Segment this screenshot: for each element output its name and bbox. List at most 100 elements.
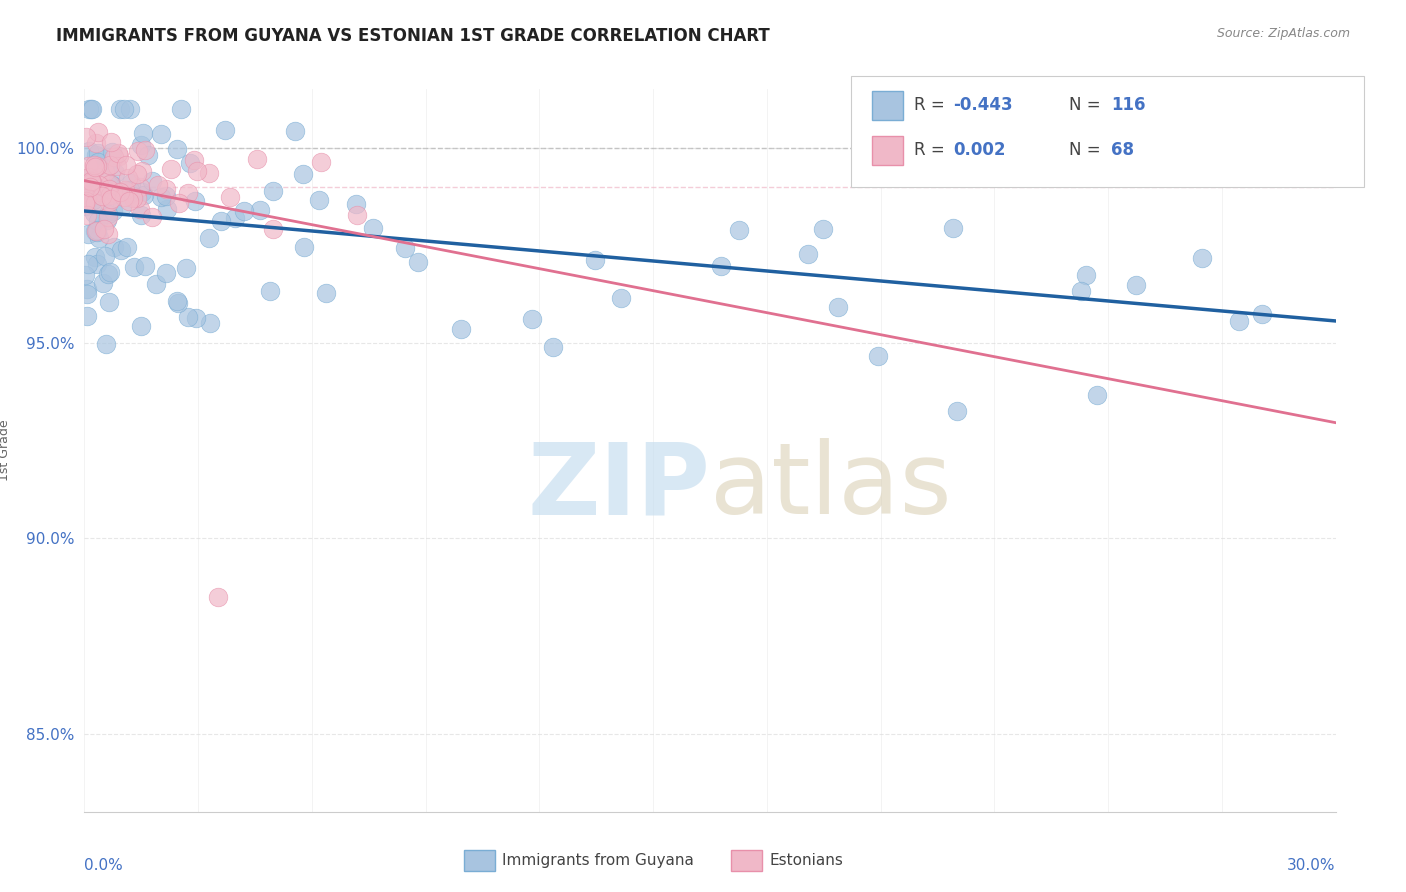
Point — [284, 124, 307, 138]
Point — [1125, 278, 1147, 293]
Point — [127, 167, 149, 181]
Point — [141, 174, 163, 188]
Point — [1070, 284, 1092, 298]
Point — [111, 199, 134, 213]
Point — [291, 167, 314, 181]
Point — [128, 180, 150, 194]
Point — [209, 214, 232, 228]
Point — [75, 178, 97, 193]
Point — [80, 102, 103, 116]
Point — [110, 244, 132, 258]
Text: ZIP: ZIP — [527, 438, 710, 535]
Point — [145, 277, 167, 292]
Point — [160, 161, 183, 176]
Point — [122, 191, 145, 205]
Point — [132, 188, 155, 202]
Point — [292, 240, 315, 254]
Point — [520, 311, 543, 326]
Point — [246, 152, 269, 166]
Point — [827, 300, 849, 314]
Point — [84, 148, 107, 162]
Point — [198, 317, 221, 331]
Point — [710, 259, 733, 273]
Point — [87, 145, 110, 160]
Point — [146, 178, 169, 193]
Point — [177, 186, 200, 201]
Point — [87, 154, 110, 169]
Point — [76, 309, 98, 323]
Point — [214, 123, 236, 137]
Point — [115, 158, 138, 172]
Point — [86, 257, 108, 271]
Text: 0.0%: 0.0% — [84, 858, 124, 872]
Point — [105, 159, 128, 173]
Point — [84, 160, 107, 174]
Point — [609, 291, 631, 305]
Point — [84, 224, 107, 238]
Point — [83, 158, 105, 172]
Point — [97, 211, 120, 225]
Point — [197, 166, 219, 180]
Point — [346, 208, 368, 222]
Point — [361, 221, 384, 235]
Point — [76, 159, 98, 173]
Point — [1227, 314, 1250, 328]
Point — [100, 177, 122, 191]
Point — [120, 176, 142, 190]
Point — [79, 179, 101, 194]
Point — [97, 267, 120, 281]
Point — [77, 170, 100, 185]
Point — [89, 230, 111, 244]
Point — [141, 210, 163, 224]
Point — [108, 102, 131, 116]
Text: 0.002: 0.002 — [953, 141, 1005, 159]
Point — [75, 130, 97, 145]
Point — [156, 202, 179, 216]
Point — [101, 204, 124, 219]
Point — [83, 196, 105, 211]
Point — [98, 157, 121, 171]
Point — [100, 192, 122, 206]
Point — [84, 250, 107, 264]
Point — [84, 224, 107, 238]
Text: R =: R = — [914, 141, 950, 159]
Text: R =: R = — [914, 96, 950, 114]
Point — [394, 241, 416, 255]
Point — [813, 222, 835, 236]
Text: IMMIGRANTS FROM GUYANA VS ESTONIAN 1ST GRADE CORRELATION CHART: IMMIGRANTS FROM GUYANA VS ESTONIAN 1ST G… — [56, 27, 770, 45]
Point — [107, 145, 129, 160]
Text: N =: N = — [1069, 96, 1105, 114]
Point — [166, 142, 188, 156]
Point — [120, 102, 142, 116]
Point — [98, 265, 121, 279]
Point — [82, 194, 104, 208]
Point — [79, 182, 101, 196]
Point — [1191, 251, 1213, 265]
Point — [96, 161, 118, 175]
Point — [174, 260, 197, 275]
Text: 116: 116 — [1111, 96, 1146, 114]
Point — [97, 207, 120, 221]
Text: 30.0%: 30.0% — [1288, 858, 1336, 872]
Point — [87, 214, 110, 228]
Point — [127, 191, 149, 205]
Point — [83, 205, 105, 219]
Point — [166, 296, 188, 310]
Point — [86, 159, 108, 173]
Text: Estonians: Estonians — [769, 854, 844, 868]
Point — [117, 171, 139, 186]
Point — [129, 208, 152, 222]
Point — [76, 282, 98, 296]
Point — [77, 145, 100, 159]
Point — [122, 188, 145, 202]
Point — [94, 250, 117, 264]
Point — [179, 156, 201, 170]
Point — [112, 102, 135, 116]
Point — [315, 285, 337, 300]
Point — [96, 213, 118, 227]
Point — [80, 102, 103, 116]
Point — [86, 225, 108, 239]
Point — [945, 404, 967, 418]
Point — [76, 209, 98, 223]
Point — [101, 178, 124, 193]
